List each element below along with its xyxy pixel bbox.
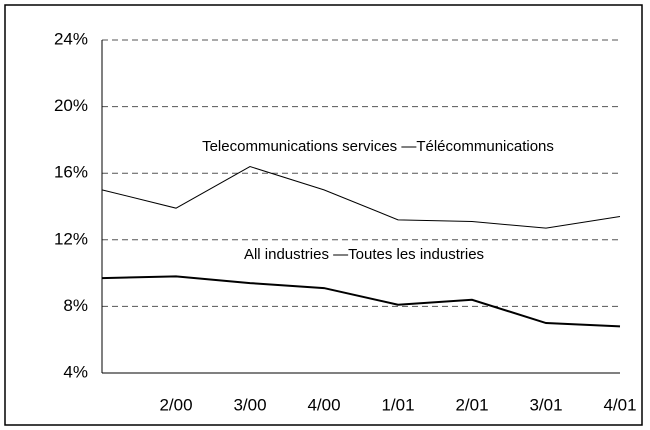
- x-tick-label: 1/01: [381, 395, 414, 414]
- series-label: All industries —Toutes les industries: [244, 246, 484, 263]
- x-tick-label: 4/01: [603, 395, 636, 414]
- chart-border: [4, 4, 643, 426]
- series-label: Telecommunications services —Télécommuni…: [202, 138, 554, 155]
- x-tick-label: 2/01: [455, 395, 488, 414]
- x-tick-label: 3/01: [529, 395, 562, 414]
- y-tick-label: 16%: [54, 163, 88, 182]
- y-tick-label: 24%: [54, 29, 88, 48]
- x-tick-label: 3/00: [233, 395, 266, 414]
- x-tick-label: 2/00: [159, 395, 192, 414]
- y-tick-label: 4%: [63, 362, 88, 381]
- line-series: [101, 165, 621, 229]
- line-series: [101, 275, 621, 328]
- y-tick-label: 8%: [63, 296, 88, 315]
- x-tick-label: 4/00: [307, 395, 340, 414]
- y-tick-label: 12%: [54, 229, 88, 248]
- y-tick-label: 20%: [54, 96, 88, 115]
